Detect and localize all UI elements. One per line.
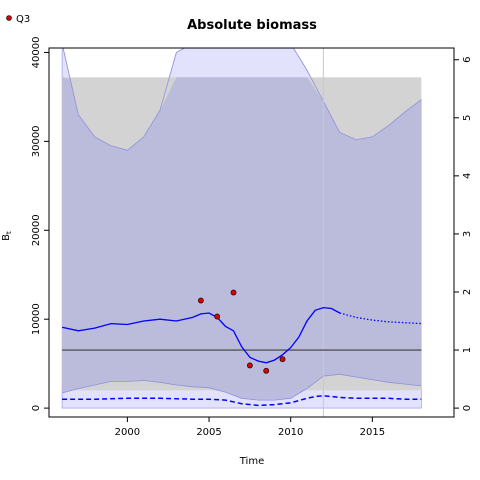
y-tick-label: 40000 bbox=[31, 37, 42, 69]
x-tick-label: 2015 bbox=[360, 427, 385, 438]
data-point bbox=[246, 362, 253, 369]
x-tick-label: 2005 bbox=[196, 427, 221, 438]
data-point bbox=[214, 313, 221, 320]
forecast-line bbox=[339, 312, 422, 325]
x-tick-label: 2000 bbox=[115, 427, 140, 438]
y-tick-label: 20000 bbox=[31, 214, 42, 246]
x-tick-label: 2010 bbox=[278, 427, 303, 438]
legend-label-q3: Q3 bbox=[16, 14, 30, 25]
y-axis-title-main: B bbox=[1, 234, 12, 241]
ci-band bbox=[62, 77, 422, 401]
y-tick-label: 0 bbox=[31, 405, 42, 411]
svg-text:Bt: Bt bbox=[1, 231, 13, 241]
axes: 2000 2005 2010 2015 0 10000 20000 30000 40000 0 1 2… bbox=[31, 37, 473, 438]
y2-tick-label: 5 bbox=[462, 115, 473, 121]
plot-clip-group bbox=[61, 48, 422, 417]
x-axis-title: Time bbox=[239, 456, 264, 467]
y2-tick-label: 2 bbox=[462, 289, 473, 295]
y-axis-title: Bt bbox=[1, 231, 13, 241]
legend: Q3 bbox=[6, 14, 30, 25]
legend-marker-q3 bbox=[6, 15, 12, 21]
y2-tick-label: 3 bbox=[462, 231, 473, 237]
chart-title: Absolute biomass bbox=[187, 18, 317, 33]
estimate-line bbox=[61, 306, 341, 364]
y-tick-label: 30000 bbox=[31, 125, 42, 157]
ci-lower-line bbox=[61, 373, 422, 401]
plot-frame bbox=[48, 47, 455, 418]
y2-tick-label: 0 bbox=[462, 405, 473, 411]
plot-area bbox=[61, 48, 422, 417]
ci-upper-line bbox=[62, 48, 422, 151]
y2-tick-label: 6 bbox=[462, 57, 473, 63]
y-tick-label: 10000 bbox=[31, 303, 42, 335]
data-point bbox=[279, 356, 286, 363]
data-point bbox=[230, 289, 237, 296]
y2-tick-label: 4 bbox=[462, 173, 473, 179]
data-point bbox=[197, 297, 204, 304]
data-point bbox=[263, 367, 270, 374]
y2-tick-label: 1 bbox=[462, 347, 473, 353]
y-axis-title-subscript: t bbox=[5, 231, 13, 234]
